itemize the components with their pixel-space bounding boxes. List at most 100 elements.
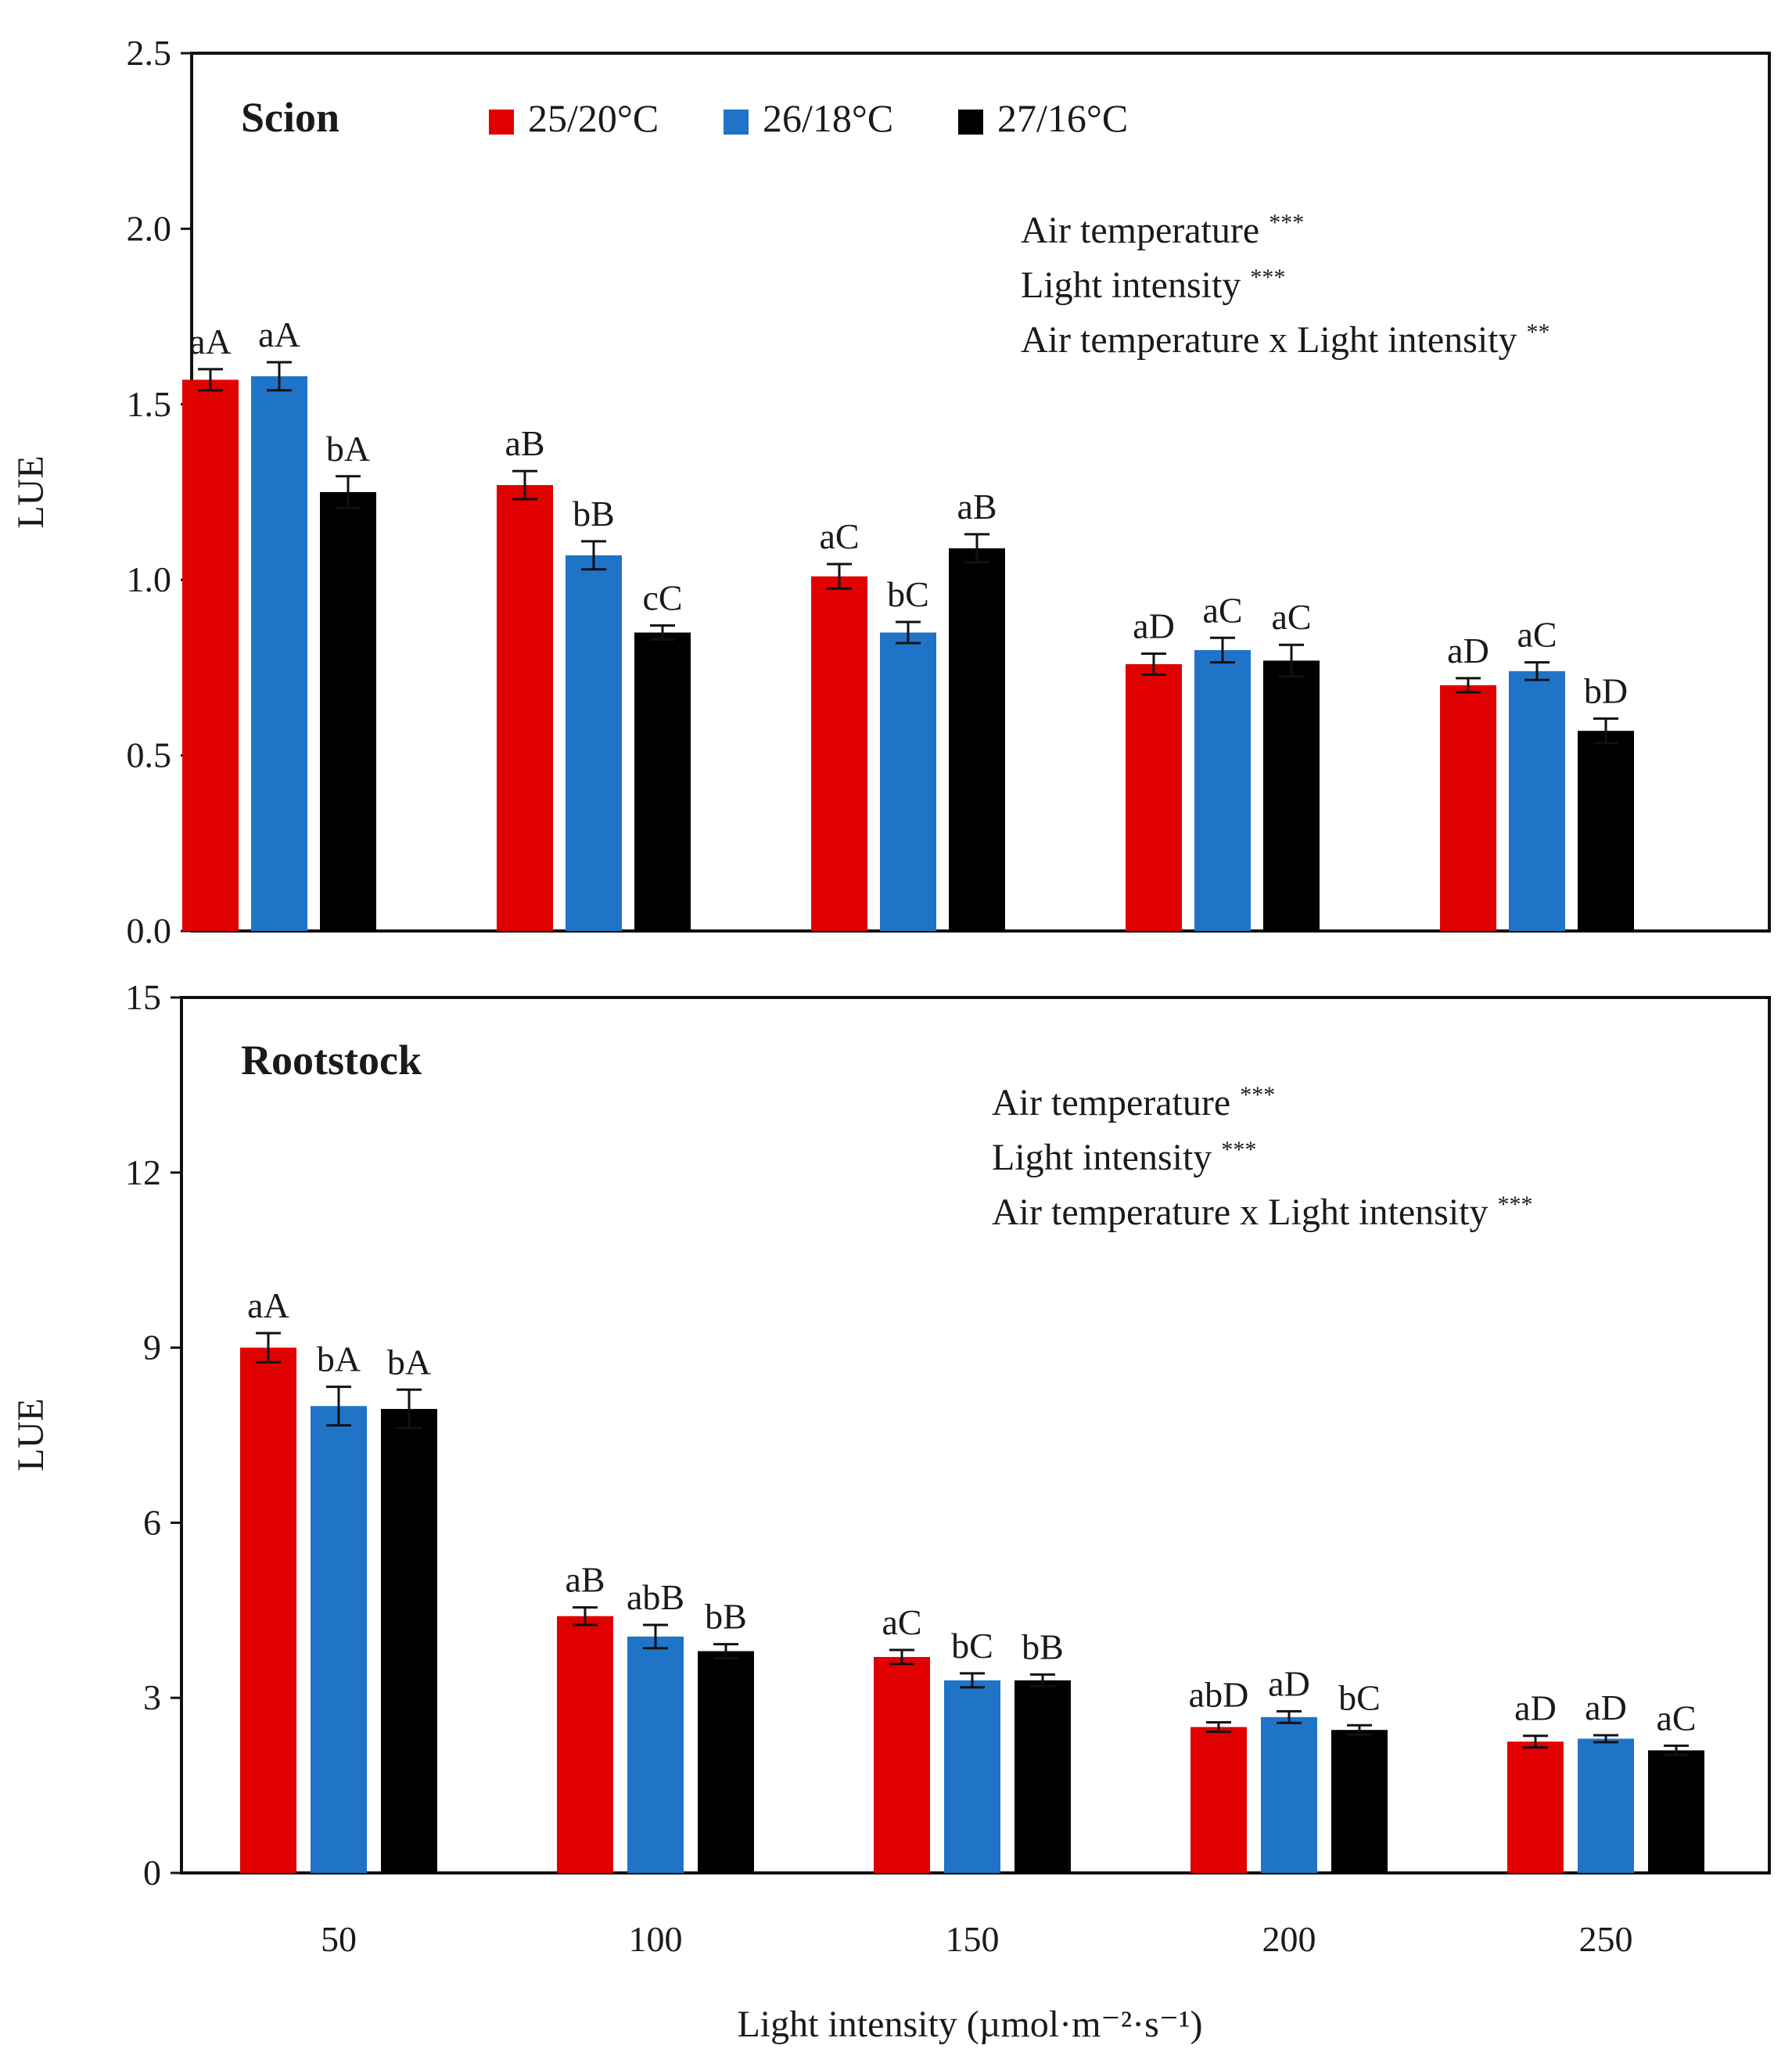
- stats-line: Air temperature x Light intensity ***: [992, 1192, 1533, 1233]
- bar: [1507, 1741, 1564, 1873]
- data-label: bA: [326, 429, 370, 469]
- bar: [698, 1651, 754, 1873]
- y-axis-title: LUE: [10, 455, 52, 528]
- bar: [182, 379, 239, 931]
- bar: [1194, 649, 1251, 931]
- x-tick-label: 250: [1579, 1919, 1633, 1959]
- legend-swatch: [489, 110, 514, 135]
- y-axis-title: LUE: [10, 1398, 52, 1471]
- bar: [497, 485, 553, 931]
- data-label: aB: [505, 423, 544, 463]
- data-label: bC: [951, 1626, 993, 1666]
- data-label: bD: [1584, 670, 1628, 710]
- stats-line: Air temperature ***: [992, 1082, 1275, 1123]
- bar: [1261, 1716, 1317, 1873]
- bar: [1190, 1727, 1247, 1873]
- stats-line: Air temperature ***: [1021, 210, 1304, 251]
- legend-label: 27/16°C: [997, 96, 1128, 140]
- data-label: abB: [627, 1577, 684, 1617]
- bar: [880, 632, 936, 931]
- data-label: aD: [1447, 631, 1489, 670]
- stats-significance: ***: [1498, 1192, 1533, 1217]
- x-axis-title: Light intensity (µmol·m⁻²·s⁻¹): [737, 2004, 1202, 2045]
- data-label: aC: [1517, 615, 1557, 655]
- data-label: aA: [247, 1285, 289, 1325]
- data-label: bC: [887, 574, 929, 614]
- stats-term: Air temperature: [992, 1082, 1240, 1123]
- data-label: bB: [705, 1597, 747, 1637]
- scion-panel: 0.0 0.5 1.0 1.5 2.0 2.5 LUE Scion aA aA bA aB bB cC aC…: [10, 33, 1771, 951]
- legend-label: 26/18°C: [763, 96, 893, 140]
- y-tick-label: 2.5: [127, 33, 172, 73]
- bar: [944, 1680, 1000, 1873]
- y-tick-label: 12: [125, 1152, 161, 1192]
- bar: [557, 1616, 613, 1873]
- bar: [1263, 660, 1320, 931]
- bar: [1578, 731, 1634, 931]
- y-tick-label: 15: [125, 977, 161, 1017]
- y-tick-label: 0: [143, 1853, 161, 1892]
- x-tick-label: 100: [629, 1919, 683, 1959]
- bar: [240, 1347, 296, 1873]
- bar: [381, 1408, 437, 1873]
- legend-label: 25/20°C: [528, 96, 659, 140]
- x-tick-label: 200: [1262, 1919, 1316, 1959]
- stats-term: Light intensity: [992, 1137, 1221, 1178]
- stats-line: Light intensity ***: [1021, 264, 1285, 306]
- panel-title: Rootstock: [241, 1037, 422, 1084]
- y-tick-label: 0.5: [127, 735, 172, 775]
- data-label: aB: [957, 487, 997, 527]
- bar: [634, 632, 691, 931]
- stats-line: Air temperature x Light intensity **: [1021, 319, 1550, 361]
- bar: [627, 1636, 684, 1873]
- bar: [566, 555, 622, 931]
- data-label: aD: [1585, 1688, 1627, 1727]
- data-label: bA: [387, 1342, 431, 1382]
- stats-term: Air temperature x Light intensity: [1021, 319, 1527, 361]
- y-tick-label: 6: [143, 1502, 161, 1542]
- bar: [1578, 1738, 1634, 1873]
- y-tick-label: 0.0: [127, 911, 172, 951]
- bar: [1015, 1680, 1071, 1873]
- stats-significance: ***: [1250, 264, 1285, 290]
- rootstock-panel: 0 3 6 9 12 15 LUE Rootstock aA bA bA aB abB bB aC bC bB a…: [10, 977, 1771, 1959]
- legend-swatch: [724, 110, 749, 135]
- legend-swatch: [958, 110, 983, 135]
- stats-term: Air temperature x Light intensity: [992, 1192, 1498, 1233]
- data-label: aC: [1271, 597, 1311, 637]
- stats-significance: ***: [1240, 1082, 1275, 1108]
- data-label: aD: [1514, 1688, 1557, 1728]
- stats-term: Air temperature: [1021, 210, 1269, 251]
- data-label: aA: [189, 322, 232, 361]
- y-tick-label: 2.0: [127, 208, 172, 248]
- data-label: bB: [1022, 1626, 1064, 1666]
- data-label: bC: [1338, 1677, 1381, 1717]
- data-label: aB: [565, 1560, 605, 1600]
- data-label: aC: [882, 1602, 921, 1642]
- y-tick-label: 3: [143, 1677, 161, 1717]
- y-tick-label: 1.5: [127, 384, 172, 424]
- data-label: cC: [642, 578, 682, 618]
- bar: [874, 1656, 930, 1873]
- data-label: aC: [819, 516, 859, 556]
- data-label: aC: [1656, 1698, 1696, 1738]
- bar: [1440, 685, 1496, 931]
- bar: [949, 548, 1005, 931]
- stats-significance: **: [1527, 319, 1550, 345]
- bar: [251, 376, 307, 931]
- y-tick-label: 9: [143, 1328, 161, 1368]
- data-label: bB: [573, 494, 615, 534]
- bar: [1648, 1750, 1704, 1873]
- data-label: aD: [1133, 606, 1175, 645]
- stats-significance: ***: [1269, 210, 1304, 235]
- bar: [1126, 663, 1182, 931]
- bar: [1331, 1730, 1388, 1873]
- panel-title: Scion: [241, 94, 339, 141]
- stats-term: Light intensity: [1021, 264, 1250, 306]
- bar: [311, 1406, 367, 1873]
- data-label: aA: [258, 315, 300, 354]
- x-tick-label: 150: [946, 1919, 1000, 1959]
- stats-significance: ***: [1221, 1137, 1256, 1163]
- data-label: aD: [1268, 1663, 1310, 1703]
